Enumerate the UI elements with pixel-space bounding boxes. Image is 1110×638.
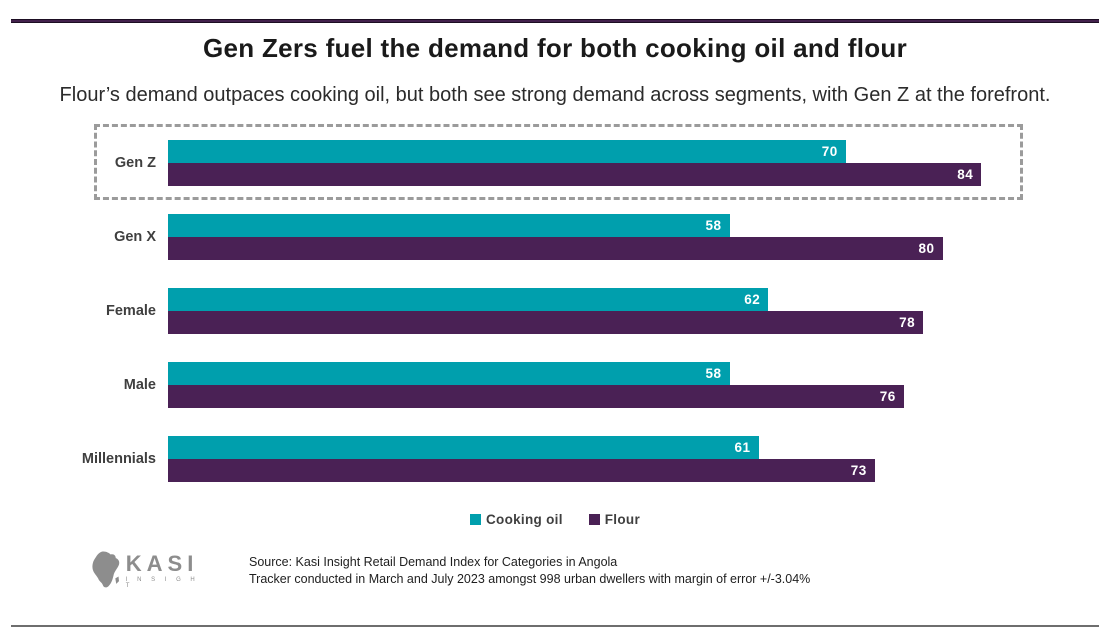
cooking-oil-bar: 61 bbox=[168, 436, 759, 459]
footer: KASI I N S I G H T Source: Kasi Insight … bbox=[85, 549, 1110, 593]
cooking-oil-bar: 70 bbox=[168, 140, 846, 163]
flour-bar: 73 bbox=[168, 459, 875, 482]
flour-bar: 84 bbox=[168, 163, 982, 186]
cooking-oil-bar: 58 bbox=[168, 362, 730, 385]
bar-chart: Gen Z 70 84 Gen X 58 80 Female 62 78 Male 58 76 Mill… bbox=[60, 124, 1023, 482]
cooking-oil-bar: 62 bbox=[168, 288, 769, 311]
bar-value-label: 58 bbox=[705, 366, 722, 381]
bar-value-label: 70 bbox=[821, 144, 838, 159]
bar-value-label: 73 bbox=[850, 463, 867, 478]
legend-label: Cooking oil bbox=[485, 512, 563, 527]
source-line-1: Source: Kasi Insight Retail Demand Index… bbox=[249, 555, 618, 569]
flour-bar: 80 bbox=[168, 237, 943, 260]
flour-bar: 76 bbox=[168, 385, 904, 408]
bar-value-label: 61 bbox=[734, 440, 751, 455]
legend-label: Flour bbox=[604, 512, 641, 527]
legend-item-cooking-oil: Cooking oil bbox=[469, 512, 563, 527]
logo-kasi-text: KASI bbox=[125, 551, 199, 576]
bar-value-label: 80 bbox=[918, 241, 935, 256]
logo-insight-text: I N S I G H T bbox=[125, 577, 199, 589]
chart-title: Gen Zers fuel the demand for both cookin… bbox=[202, 33, 908, 63]
chart-subtitle: Flour’s demand outpaces cooking oil, but… bbox=[59, 84, 1051, 106]
legend-swatch-icon bbox=[469, 514, 481, 525]
bar-group: 61 73 bbox=[168, 436, 1020, 482]
category-label: Gen X bbox=[114, 229, 156, 245]
legend-item-flour: Flour bbox=[588, 512, 641, 527]
bar-value-label: 84 bbox=[957, 167, 974, 182]
bar-value-label: 58 bbox=[705, 218, 722, 233]
flour-bar: 78 bbox=[168, 311, 924, 334]
cooking-oil-bar: 58 bbox=[168, 214, 730, 237]
chart-row-gen-z: Gen Z 70 84 bbox=[60, 124, 1023, 200]
chart-row-female: Female 62 78 bbox=[60, 288, 1020, 334]
kasi-logo: KASI I N S I G H T bbox=[85, 549, 205, 593]
category-label: Female bbox=[106, 303, 156, 319]
chart-rows: Gen Z 70 84 Gen X 58 80 Female 62 78 Male 58 76 Mill… bbox=[60, 124, 1023, 482]
bar-value-label: 62 bbox=[744, 292, 761, 307]
legend-swatch-icon bbox=[588, 514, 600, 525]
africa-logo-icon bbox=[92, 551, 120, 588]
bar-group: 58 80 bbox=[168, 214, 1020, 260]
chart-row-male: Male 58 76 bbox=[60, 362, 1020, 408]
category-label: Millennials bbox=[81, 451, 156, 467]
logo-wordmark: KASI I N S I G H T bbox=[125, 551, 205, 590]
source-line-2: Tracker conducted in March and July 2023… bbox=[249, 572, 811, 586]
bottom-divider bbox=[11, 625, 1099, 627]
chart-row-gen-x: Gen X 58 80 bbox=[60, 214, 1020, 260]
chart-row-millennials: Millennials 61 73 bbox=[60, 436, 1020, 482]
bar-value-label: 78 bbox=[899, 315, 916, 330]
bar-group: 58 76 bbox=[168, 362, 1020, 408]
category-label: Male bbox=[123, 377, 156, 393]
chart-legend: Cooking oil Flour bbox=[0, 512, 1110, 527]
bar-group: 70 84 bbox=[168, 140, 1020, 186]
top-divider bbox=[11, 19, 1099, 23]
source-note: Source: Kasi Insight Retail Demand Index… bbox=[249, 554, 810, 588]
bar-group: 62 78 bbox=[168, 288, 1020, 334]
category-label: Gen Z bbox=[114, 155, 156, 171]
bar-value-label: 76 bbox=[879, 389, 896, 404]
